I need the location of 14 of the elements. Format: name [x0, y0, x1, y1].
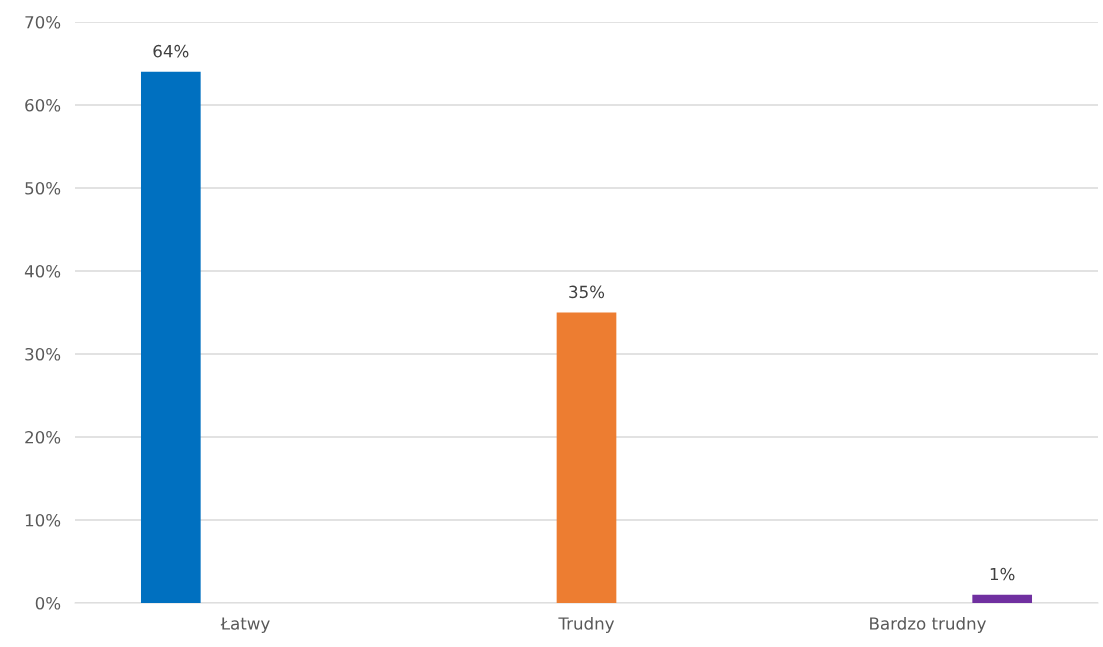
- y-tick-label: 40%: [24, 264, 61, 278]
- text: 64%: [153, 44, 189, 58]
- y-tick-label: 60%: [25, 98, 61, 112]
- x-tick-label: Trudny: [558, 616, 615, 634]
- text: 1%: [990, 567, 1015, 581]
- y-tick-label: 20%: [25, 430, 61, 444]
- y-tick-label: 0%: [35, 596, 61, 610]
- x-tick-label: Łatwy: [220, 617, 270, 634]
- y-tick-label: 10%: [25, 513, 61, 527]
- text: 35%: [569, 285, 605, 299]
- x-tick-label: Bardzo trudny: [870, 616, 986, 634]
- y-tick-label: 50%: [25, 181, 61, 195]
- y-tick-label: 70%: [25, 15, 61, 29]
- y-tick-label: 30%: [25, 347, 61, 361]
